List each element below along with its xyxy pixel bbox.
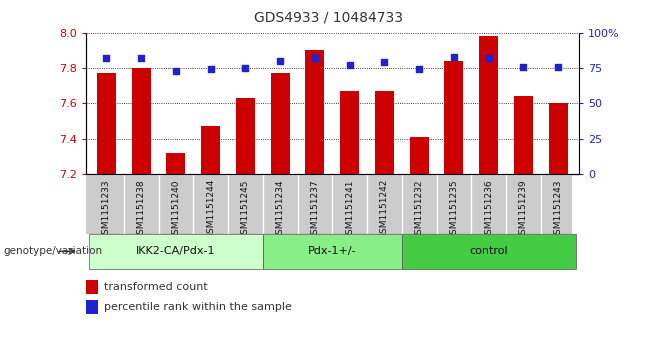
Bar <box>514 97 533 174</box>
Text: GSM1151244: GSM1151244 <box>206 179 215 240</box>
Point <box>240 65 251 71</box>
Bar <box>549 103 568 174</box>
Point <box>275 58 286 64</box>
Point <box>101 55 112 61</box>
Text: GSM1151243: GSM1151243 <box>553 179 563 240</box>
Bar <box>402 234 576 269</box>
Text: percentile rank within the sample: percentile rank within the sample <box>104 302 292 312</box>
Bar <box>340 91 359 174</box>
Bar <box>479 36 498 174</box>
Point <box>170 68 181 74</box>
Point <box>518 64 528 70</box>
Bar <box>263 234 402 269</box>
Bar <box>375 91 394 174</box>
Text: GSM1151234: GSM1151234 <box>276 179 285 240</box>
Point <box>449 54 459 60</box>
Bar <box>305 50 324 174</box>
Point <box>310 55 320 61</box>
Point <box>484 55 494 61</box>
Point <box>414 66 424 72</box>
Bar <box>236 98 255 174</box>
Bar <box>444 61 463 174</box>
Text: GSM1151245: GSM1151245 <box>241 179 250 240</box>
Bar <box>270 73 290 174</box>
Text: GSM1151239: GSM1151239 <box>519 179 528 240</box>
Point <box>136 55 147 61</box>
Text: Pdx-1+/-: Pdx-1+/- <box>308 246 357 256</box>
Bar <box>89 234 263 269</box>
Text: GSM1151240: GSM1151240 <box>171 179 180 240</box>
Text: GSM1151242: GSM1151242 <box>380 179 389 240</box>
Point <box>553 64 563 70</box>
Bar <box>201 126 220 174</box>
Point <box>205 66 216 72</box>
Bar <box>86 280 98 294</box>
Text: transformed count: transformed count <box>104 282 208 292</box>
Text: control: control <box>469 246 508 256</box>
Text: GSM1151233: GSM1151233 <box>102 179 111 240</box>
Text: GSM1151236: GSM1151236 <box>484 179 494 240</box>
Text: GSM1151235: GSM1151235 <box>449 179 459 240</box>
Text: GSM1151241: GSM1151241 <box>345 179 354 240</box>
Text: IKK2-CA/Pdx-1: IKK2-CA/Pdx-1 <box>136 246 216 256</box>
Text: GSM1151232: GSM1151232 <box>415 179 424 240</box>
Bar <box>410 137 429 174</box>
Bar <box>97 73 116 174</box>
Bar <box>166 153 186 174</box>
Point <box>379 60 390 65</box>
Text: GSM1151238: GSM1151238 <box>137 179 145 240</box>
Bar <box>86 300 98 314</box>
Point <box>344 62 355 68</box>
Bar <box>132 68 151 174</box>
Text: GDS4933 / 10484733: GDS4933 / 10484733 <box>255 11 403 25</box>
Text: genotype/variation: genotype/variation <box>3 246 103 256</box>
Text: GSM1151237: GSM1151237 <box>311 179 319 240</box>
